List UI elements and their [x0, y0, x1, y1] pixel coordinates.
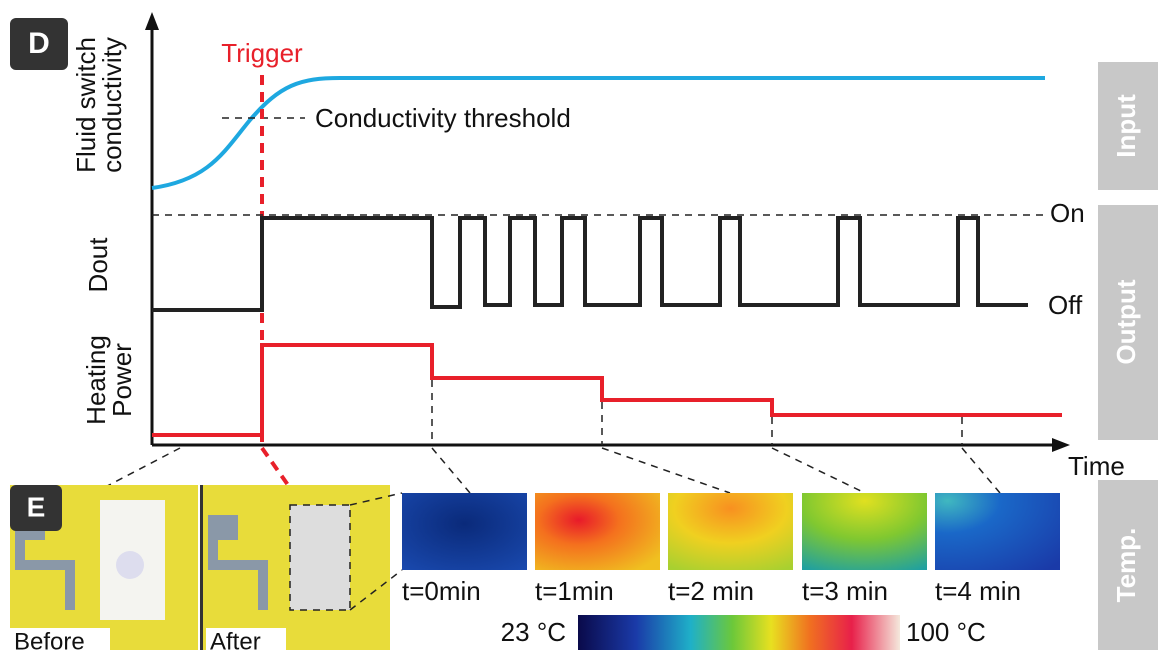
connector	[349, 569, 403, 611]
y-label-line: Dout	[83, 237, 113, 293]
connector	[349, 492, 403, 506]
photo-label: After	[210, 628, 261, 650]
dout-signal	[152, 216, 1028, 312]
zoom-box	[289, 504, 351, 611]
thermal-image	[535, 493, 660, 570]
time-label: t=4 min	[935, 576, 1021, 606]
electrode	[15, 515, 75, 610]
time-label: t=1min	[535, 576, 614, 606]
thermal-image	[402, 493, 527, 570]
tab-bg	[1098, 62, 1158, 190]
on-label: On	[1050, 198, 1085, 228]
y-label-line: Power	[107, 343, 137, 417]
side-tab: Output	[1098, 205, 1158, 440]
connector	[260, 446, 297, 497]
side-tab: Temp.	[1098, 480, 1158, 650]
connector	[771, 447, 866, 494]
sensor	[290, 505, 350, 610]
trigger-label: Trigger	[221, 38, 303, 68]
divider	[200, 485, 203, 650]
panel-label: E	[27, 491, 46, 522]
photo-label: Before	[14, 628, 85, 650]
tab-bg	[1098, 205, 1158, 440]
y-label: Dout	[83, 237, 113, 293]
tab-label: Temp.	[1111, 528, 1141, 603]
panel-label: D	[28, 27, 50, 60]
thermal-image	[802, 493, 927, 570]
y-label-line: Heating	[81, 335, 111, 425]
tab-bg	[1098, 480, 1158, 650]
arrow	[145, 12, 159, 30]
panel-badge	[10, 485, 62, 531]
connector	[601, 447, 731, 494]
scale-max: 100 °C	[906, 617, 986, 647]
y-label-line: conductivity	[97, 37, 127, 173]
threshold-label: Conductivity threshold	[315, 103, 571, 133]
connector	[961, 447, 1001, 494]
y-label-line: Fluid switch	[71, 37, 101, 173]
y-label: Heating Power	[81, 335, 137, 425]
photo-tag	[10, 628, 110, 650]
photo-tag	[206, 628, 286, 650]
y-label: Fluid switch conductivity	[71, 37, 127, 173]
time-label: t=3 min	[802, 576, 888, 606]
electrode	[208, 515, 268, 610]
thermal-image	[935, 493, 1060, 570]
panel-badge	[10, 18, 68, 70]
x-label: Time	[1068, 451, 1125, 481]
time-label: t=0min	[402, 576, 481, 606]
heating-power	[152, 343, 1062, 437]
side-tab: Input	[1098, 62, 1158, 190]
arrow	[1052, 438, 1070, 452]
off-label: Off	[1048, 290, 1083, 320]
tab-label: Input	[1111, 94, 1141, 158]
scale-min: 23 °C	[501, 617, 566, 647]
color-scale	[578, 615, 900, 650]
time-label: t=2 min	[668, 576, 754, 606]
droplet	[116, 551, 144, 579]
connector	[431, 447, 471, 494]
thermal-image	[668, 493, 793, 570]
tab-label: Output	[1111, 279, 1141, 365]
conductivity-curve	[151, 76, 1045, 190]
